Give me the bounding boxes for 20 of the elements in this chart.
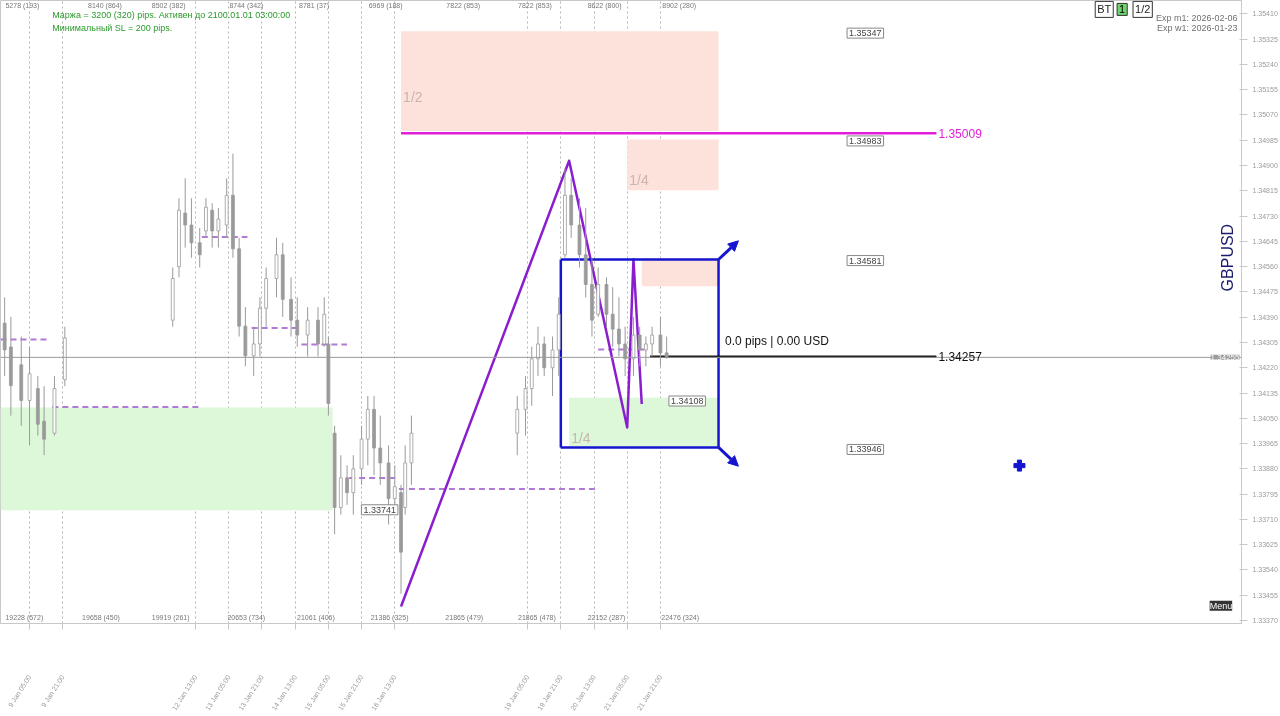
annotation: Exp m1: 2026-02-06	[1155, 13, 1238, 24]
annotation: 1.33741	[363, 504, 396, 515]
series-label: 1.35009	[938, 126, 983, 141]
annotation: 1.34983	[849, 135, 882, 146]
annotation: Минимальный SL = 200 pips.	[52, 23, 173, 34]
annotation: BT	[1097, 3, 1112, 16]
y-axis-title: GBPUSD	[1219, 223, 1237, 292]
annotation: 1/2	[1135, 3, 1151, 16]
annotation: Exp w1: 2026-01-23	[1156, 23, 1238, 34]
annotation: Menu	[1209, 600, 1233, 611]
annotation: 0.0 pips | 0.00 USD	[725, 333, 830, 348]
annotation: 1.34581	[849, 255, 882, 266]
annotation: 1.34108	[670, 396, 704, 406]
annotation: Маржа = 3200 (320) pips. Активен до 2100.01.01 03:00:00	[52, 10, 291, 21]
ref-line-label: 1.34255	[1210, 352, 1241, 362]
annotation: 1.33946	[849, 444, 882, 455]
series-label: 1.34257	[938, 350, 983, 365]
annotation: 1/4	[571, 429, 591, 446]
annotation: 1.35347	[849, 28, 882, 39]
annotation: 1	[1119, 3, 1126, 16]
